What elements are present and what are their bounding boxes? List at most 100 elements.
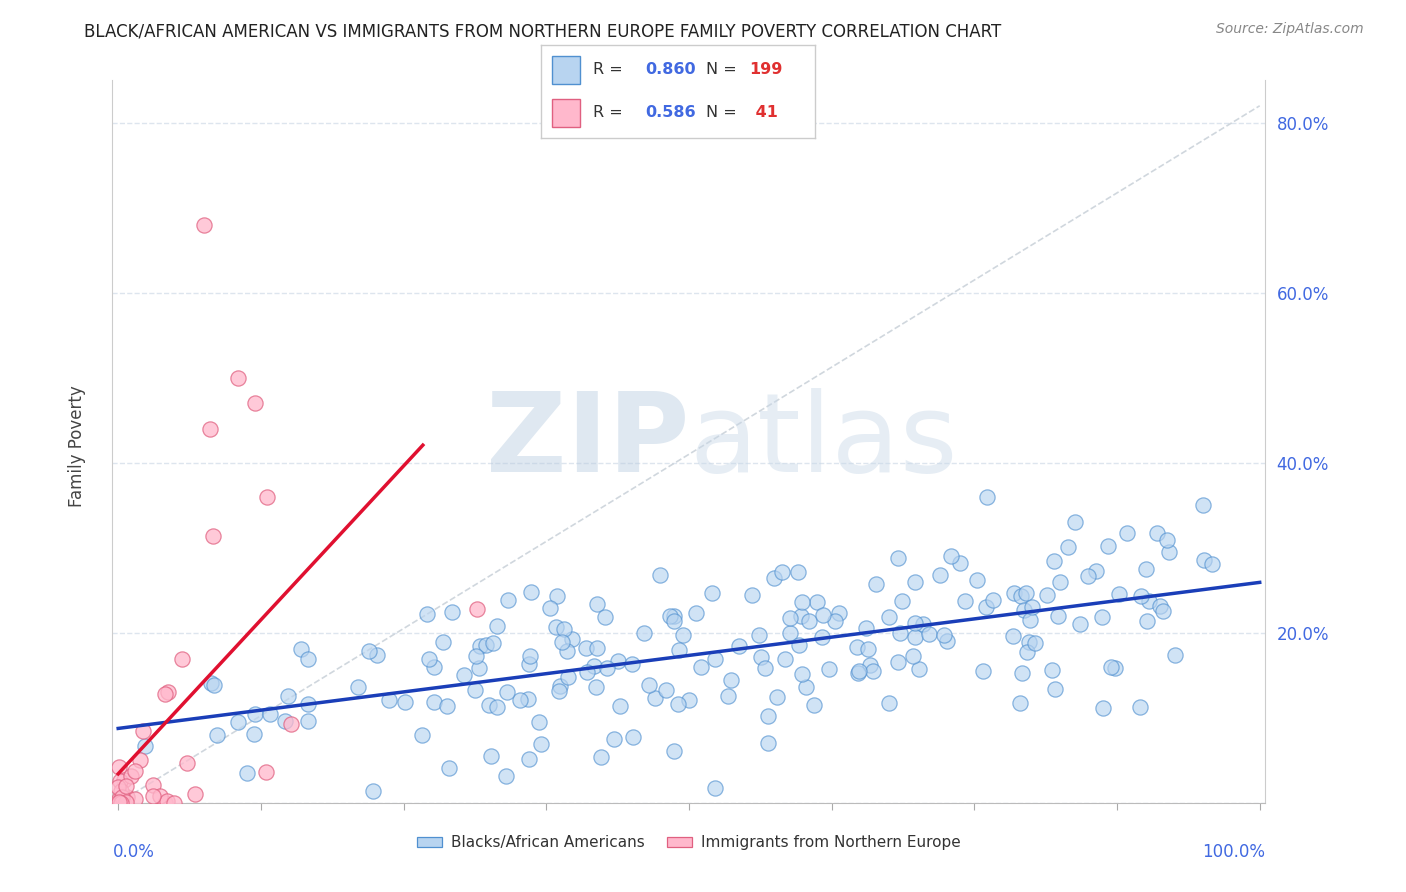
Point [547, 684, 569, 698]
Point [901, 649, 924, 664]
Point [297, 714, 319, 728]
Point [621, 657, 644, 672]
Point [756, 736, 779, 750]
Point [704, 651, 727, 665]
Point [972, 664, 994, 678]
Point [485, 699, 508, 714]
Point [887, 655, 910, 669]
Point [259, 707, 281, 722]
Point [1164, 648, 1187, 662]
Point [198, 422, 221, 436]
Point [1021, 600, 1043, 615]
Point [790, 667, 813, 681]
Point [754, 661, 776, 675]
Point [976, 490, 998, 504]
Point [243, 706, 266, 721]
Point [115, 789, 138, 804]
Point [1136, 614, 1159, 628]
Point [904, 574, 927, 589]
Point [609, 698, 631, 713]
Point [496, 593, 519, 607]
Point [277, 690, 299, 704]
Point [586, 597, 609, 611]
Point [790, 595, 813, 609]
Point [200, 676, 222, 690]
Point [621, 730, 644, 744]
Point [517, 657, 540, 672]
Point [644, 691, 666, 706]
Point [243, 727, 266, 741]
Point [828, 606, 851, 620]
Point [201, 529, 224, 543]
FancyBboxPatch shape [553, 99, 579, 127]
Point [157, 685, 180, 699]
Point [475, 638, 498, 652]
Point [129, 753, 152, 767]
Point [520, 584, 543, 599]
Point [236, 765, 259, 780]
Point [115, 796, 138, 810]
Point [939, 549, 962, 564]
Point [1137, 594, 1160, 608]
Point [357, 644, 380, 658]
Point [142, 789, 165, 803]
Point [654, 683, 676, 698]
Point [482, 636, 505, 650]
Point [855, 621, 877, 635]
Point [773, 652, 796, 666]
Point [586, 641, 609, 656]
Point [115, 779, 138, 793]
Point [1018, 635, 1040, 649]
Point [132, 723, 155, 738]
Point [254, 765, 277, 780]
Point [176, 756, 198, 771]
Point [548, 679, 571, 693]
Point [440, 605, 463, 619]
Point [593, 609, 616, 624]
Point [495, 769, 517, 783]
Point [423, 660, 446, 674]
Point [1017, 645, 1039, 659]
Point [453, 667, 475, 681]
Point [1201, 557, 1223, 571]
Legend: Blacks/African Americans, Immigrants from Northern Europe: Blacks/African Americans, Immigrants fro… [411, 830, 967, 856]
Point [394, 695, 416, 709]
Point [108, 796, 131, 810]
Point [1097, 539, 1119, 553]
Point [772, 566, 794, 580]
Point [1077, 569, 1099, 583]
Point [155, 687, 177, 701]
Point [720, 673, 742, 687]
Point [134, 739, 156, 753]
Point [949, 556, 972, 570]
Point [659, 608, 682, 623]
Point [1047, 609, 1070, 624]
Point [596, 661, 619, 675]
Point [432, 635, 454, 649]
Point [226, 715, 249, 730]
Text: Source: ZipAtlas.com: Source: ZipAtlas.com [1216, 22, 1364, 37]
Point [509, 692, 531, 706]
Point [779, 626, 801, 640]
Point [1069, 616, 1091, 631]
Point [465, 602, 488, 616]
Point [1129, 699, 1152, 714]
Point [1049, 574, 1071, 589]
Point [904, 615, 927, 630]
Point [648, 568, 671, 582]
Point [280, 717, 302, 731]
Point [662, 614, 685, 628]
Point [274, 714, 297, 729]
Point [205, 728, 228, 742]
Point [1084, 564, 1107, 578]
Point [112, 796, 135, 810]
Point [478, 698, 501, 713]
Point [464, 683, 486, 698]
FancyBboxPatch shape [553, 56, 579, 84]
Point [1008, 696, 1031, 710]
Point [1043, 681, 1066, 696]
Point [787, 566, 810, 580]
Point [1156, 533, 1178, 547]
Point [848, 664, 870, 678]
Point [465, 649, 488, 664]
